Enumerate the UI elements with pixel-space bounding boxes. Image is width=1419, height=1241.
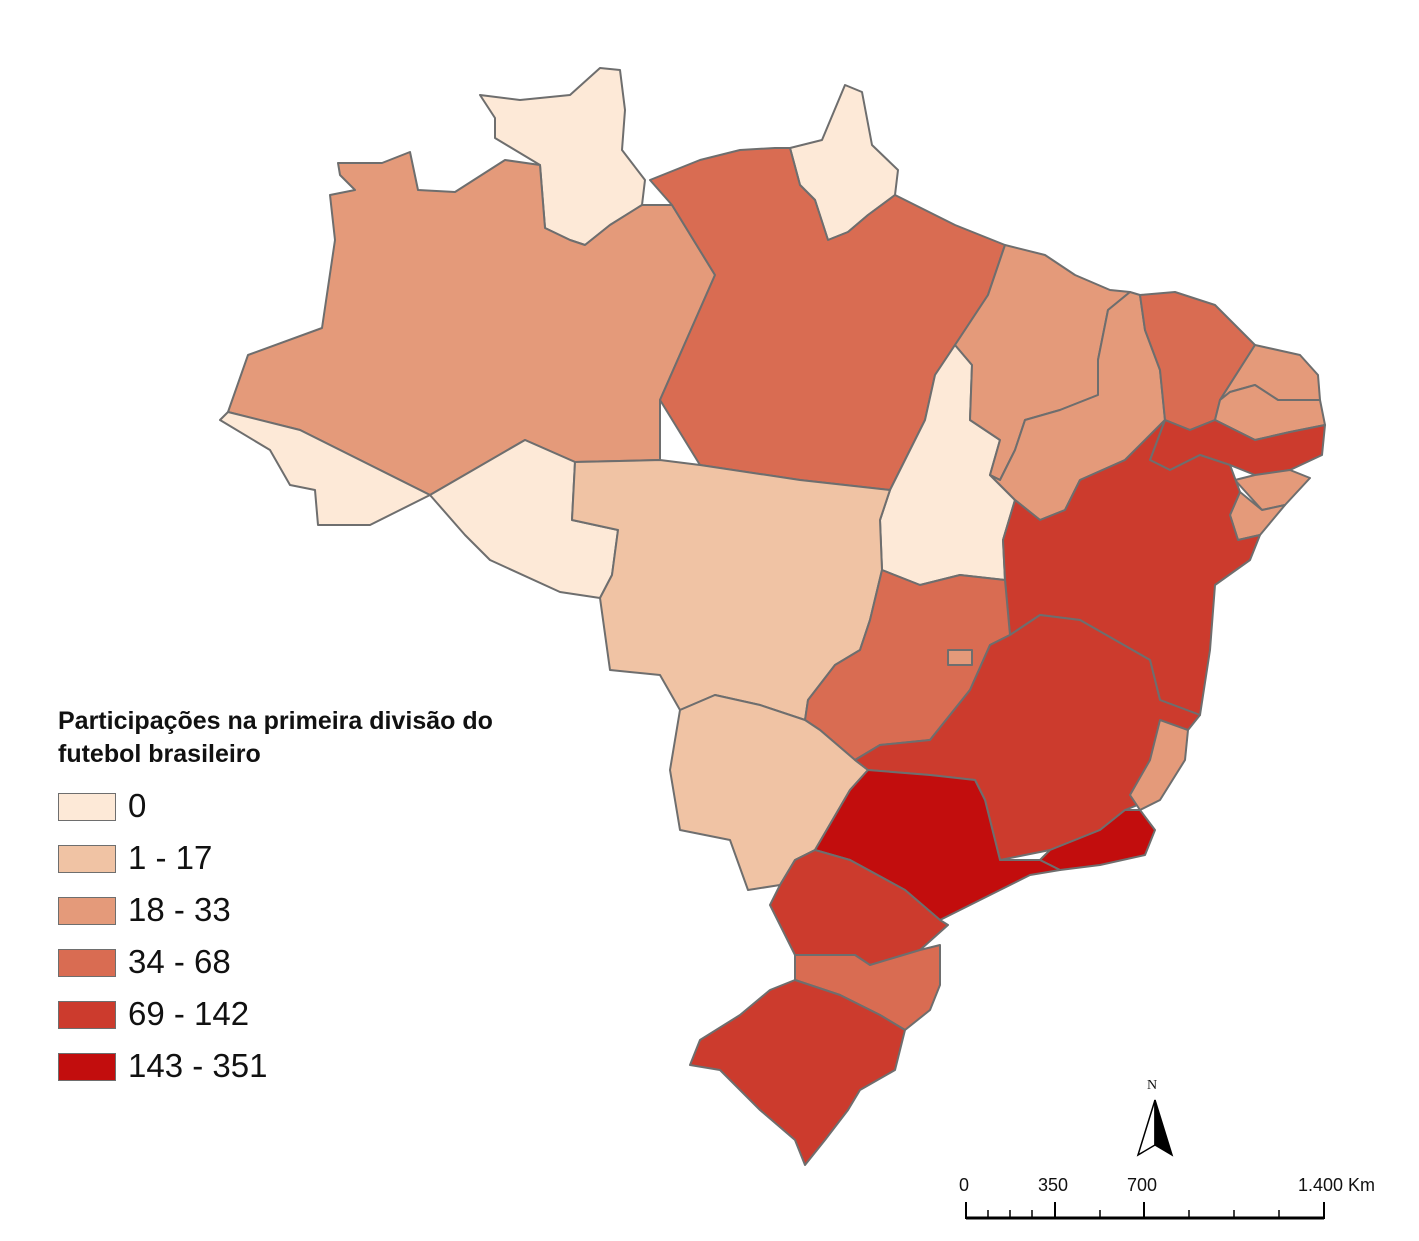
legend-title-line-2: futebol brasileiro	[58, 740, 261, 768]
state-para	[649, 147, 1006, 491]
north-arrow-icon	[1136, 1099, 1174, 1157]
scale-label-0: 0	[959, 1175, 970, 1195]
scale-bar	[965, 1202, 1325, 1220]
state-distrito-federal	[947, 649, 973, 666]
scale-label-700: 700	[1127, 1175, 1158, 1195]
legend-title: Participações na primeira divisão do fut…	[58, 705, 598, 771]
legend-label: 69 - 142	[128, 995, 250, 1032]
legend-label: 0	[128, 787, 147, 824]
legend-swatch	[58, 793, 116, 821]
legend-swatch	[58, 949, 116, 977]
state-acre	[219, 411, 431, 526]
legend-label: 18 - 33	[128, 891, 231, 928]
legend-title-line-1: Participações na primeira divisão do	[58, 707, 493, 735]
legend-label: 143 - 351	[128, 1047, 268, 1084]
state-espirito-santo	[1129, 719, 1189, 811]
north-label: N	[1147, 1078, 1158, 1093]
scale-label-350: 350	[1038, 1175, 1069, 1195]
legend-swatch	[58, 1053, 116, 1081]
legend-label: 1 - 17	[128, 839, 213, 876]
state-rio-grande-do-sul	[689, 979, 906, 1166]
legend-swatch	[58, 845, 116, 873]
scale-label-1400: 1.400 Km	[1298, 1175, 1376, 1195]
legend-swatch	[58, 1001, 116, 1029]
legend-label: 34 - 68	[128, 943, 231, 980]
legend-swatch	[58, 897, 116, 925]
